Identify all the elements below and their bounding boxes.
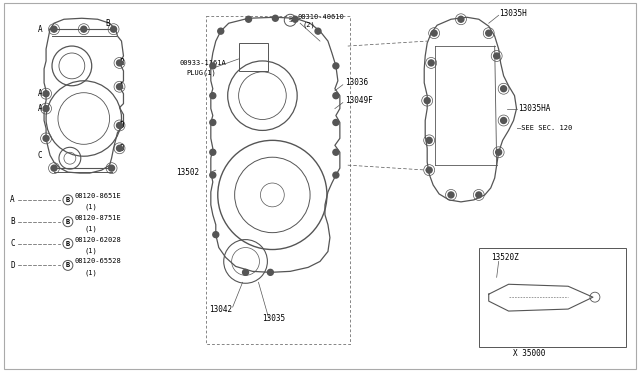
Circle shape (424, 98, 430, 104)
Text: B: B (66, 241, 70, 247)
Text: 13035H: 13035H (499, 9, 527, 18)
Text: 00933-1161A: 00933-1161A (179, 60, 226, 66)
Circle shape (43, 106, 49, 112)
Circle shape (493, 53, 500, 59)
Text: A: A (119, 82, 124, 91)
Circle shape (448, 192, 454, 198)
Text: 13036: 13036 (345, 78, 368, 87)
Text: B: B (66, 197, 70, 203)
Text: —SEE SEC. 120: —SEE SEC. 120 (516, 125, 572, 131)
Circle shape (218, 28, 224, 34)
Circle shape (333, 93, 339, 99)
Circle shape (116, 122, 122, 128)
Circle shape (428, 60, 434, 66)
Text: A: A (38, 89, 42, 98)
Text: A: A (10, 195, 15, 204)
Circle shape (273, 15, 278, 21)
Circle shape (109, 165, 115, 171)
Text: PLUG(1): PLUG(1) (186, 70, 216, 76)
Circle shape (246, 16, 252, 22)
Circle shape (426, 137, 432, 143)
Circle shape (426, 167, 432, 173)
Text: B: B (66, 219, 70, 225)
Circle shape (210, 93, 216, 99)
Circle shape (268, 269, 273, 275)
Circle shape (333, 149, 339, 155)
Text: 13035: 13035 (262, 314, 285, 324)
Text: (1): (1) (84, 225, 97, 232)
Text: 08120-8751E: 08120-8751E (75, 215, 122, 221)
Text: B: B (66, 262, 70, 269)
Bar (479, 247, 626, 347)
Text: D: D (119, 121, 124, 130)
Text: 08120-62028: 08120-62028 (75, 237, 122, 243)
Text: 13042: 13042 (209, 305, 232, 314)
Circle shape (213, 232, 219, 238)
Text: X 35000: X 35000 (513, 349, 545, 358)
Text: 08120-8651E: 08120-8651E (75, 193, 122, 199)
Bar (239, 43, 268, 71)
Text: (1): (1) (84, 247, 97, 254)
Circle shape (43, 135, 49, 141)
Circle shape (111, 26, 116, 32)
Circle shape (116, 84, 122, 90)
Text: D: D (119, 144, 124, 153)
Text: B: B (119, 58, 124, 67)
Text: A: A (38, 25, 42, 34)
Circle shape (210, 63, 216, 69)
Circle shape (333, 119, 339, 125)
Circle shape (116, 60, 122, 66)
Circle shape (458, 16, 464, 22)
Text: 13035HA: 13035HA (518, 104, 551, 113)
Text: C: C (10, 239, 15, 248)
Text: (1): (1) (84, 203, 97, 210)
Circle shape (431, 30, 437, 36)
Text: 13502: 13502 (176, 168, 199, 177)
Circle shape (210, 172, 216, 178)
Text: C: C (38, 151, 42, 160)
Circle shape (243, 269, 248, 275)
Circle shape (333, 63, 339, 69)
Text: A: A (38, 104, 42, 113)
Text: (1): (1) (84, 269, 97, 276)
Text: 08120-65528: 08120-65528 (75, 259, 122, 264)
Circle shape (210, 119, 216, 125)
Circle shape (292, 16, 298, 22)
Text: D: D (10, 261, 15, 270)
Circle shape (210, 149, 216, 155)
Text: 08310-40610: 08310-40610 (297, 14, 344, 20)
Text: 13049F: 13049F (345, 96, 372, 105)
Text: B: B (106, 19, 110, 28)
Circle shape (51, 26, 57, 32)
Circle shape (333, 172, 339, 178)
Text: 13520Z: 13520Z (491, 253, 518, 262)
Circle shape (500, 86, 507, 92)
Text: (2): (2) (302, 22, 315, 29)
Circle shape (116, 145, 122, 151)
Circle shape (486, 30, 492, 36)
Circle shape (315, 28, 321, 34)
Circle shape (500, 118, 507, 124)
Text: B: B (10, 217, 15, 226)
Circle shape (81, 26, 87, 32)
Circle shape (43, 91, 49, 97)
Circle shape (476, 192, 482, 198)
Circle shape (495, 149, 502, 155)
Circle shape (51, 165, 57, 171)
Text: S: S (289, 18, 292, 23)
